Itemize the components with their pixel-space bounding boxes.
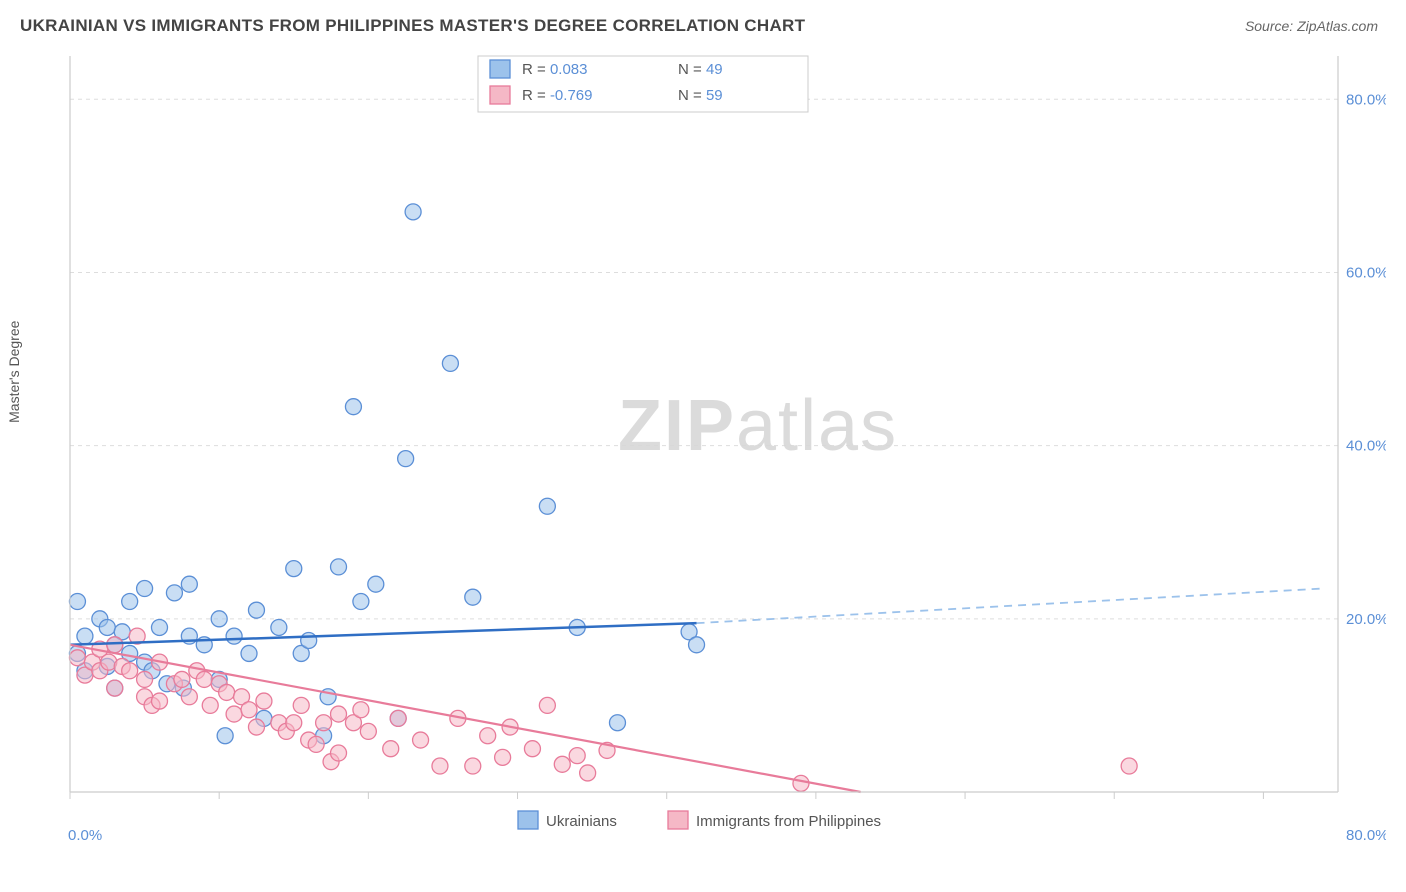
data-point: [353, 702, 369, 718]
legend-swatch: [518, 811, 538, 829]
y-tick-label: 80.0%: [1346, 91, 1386, 108]
legend-swatch: [668, 811, 688, 829]
data-point: [554, 756, 570, 772]
data-point: [465, 758, 481, 774]
data-point: [181, 576, 197, 592]
data-point: [77, 628, 93, 644]
header: UKRAINIAN VS IMMIGRANTS FROM PHILIPPINES…: [0, 0, 1406, 44]
data-point: [331, 706, 347, 722]
data-point: [217, 728, 233, 744]
data-point: [122, 663, 138, 679]
data-point: [226, 628, 242, 644]
y-axis-label: Master's Degree: [6, 321, 22, 423]
data-point: [293, 697, 309, 713]
data-point: [226, 706, 242, 722]
data-point: [689, 637, 705, 653]
data-point: [539, 697, 555, 713]
data-point: [331, 745, 347, 761]
data-point: [152, 693, 168, 709]
data-point: [442, 355, 458, 371]
data-point: [122, 594, 138, 610]
data-point: [107, 637, 123, 653]
data-point: [137, 581, 153, 597]
data-point: [241, 645, 257, 661]
data-point: [211, 611, 227, 627]
data-point: [569, 748, 585, 764]
legend-label: Ukrainians: [546, 813, 617, 830]
chart-title: UKRAINIAN VS IMMIGRANTS FROM PHILIPPINES…: [20, 16, 805, 36]
series-legend: Ukrainians Immigrants from Philippines: [518, 811, 881, 830]
data-point: [345, 399, 361, 415]
watermark-text: ZIPatlas: [618, 386, 898, 466]
data-point: [580, 765, 596, 781]
data-point: [69, 594, 85, 610]
data-point: [432, 758, 448, 774]
data-point: [301, 632, 317, 648]
data-point: [219, 684, 235, 700]
data-point: [308, 736, 324, 752]
data-point: [465, 589, 481, 605]
data-point: [1121, 758, 1137, 774]
data-point: [368, 576, 384, 592]
data-point: [248, 602, 264, 618]
data-point: [137, 671, 153, 687]
x-left-label: 0.0%: [68, 827, 102, 840]
data-point: [181, 689, 197, 705]
data-point: [69, 650, 85, 666]
chart-container: Master's Degree 20.0%40.0%60.0%80.0% ZIP…: [20, 50, 1386, 882]
y-tick-label: 60.0%: [1346, 264, 1386, 281]
trend-line-blue-extrap: [697, 589, 1324, 624]
data-point: [316, 715, 332, 731]
data-point: [405, 204, 421, 220]
legend-swatch: [490, 86, 510, 104]
data-point: [107, 680, 123, 696]
data-point: [383, 741, 399, 757]
data-point: [248, 719, 264, 735]
data-point: [398, 451, 414, 467]
data-point: [539, 498, 555, 514]
x-right-label: 80.0%: [1346, 827, 1386, 840]
data-point: [353, 594, 369, 610]
y-tick-label: 40.0%: [1346, 438, 1386, 455]
data-point: [202, 697, 218, 713]
source-credit: Source: ZipAtlas.com: [1245, 18, 1378, 34]
y-tick-label: 20.0%: [1346, 611, 1386, 628]
legend-swatch: [490, 60, 510, 78]
data-point: [99, 619, 115, 635]
data-point: [271, 619, 287, 635]
data-point: [390, 710, 406, 726]
scatter-plot: 20.0%40.0%60.0%80.0% ZIPatlas 0.0%80.0% …: [58, 50, 1386, 840]
data-point: [524, 741, 540, 757]
data-point: [241, 702, 257, 718]
data-point: [286, 561, 302, 577]
data-point: [495, 749, 511, 765]
data-point: [793, 775, 809, 791]
data-point: [166, 585, 182, 601]
data-point: [360, 723, 376, 739]
data-point: [331, 559, 347, 575]
data-point: [196, 671, 212, 687]
data-point: [609, 715, 625, 731]
data-point: [174, 671, 190, 687]
data-point: [256, 693, 272, 709]
legend-label: Immigrants from Philippines: [696, 813, 881, 830]
data-point: [413, 732, 429, 748]
data-point: [480, 728, 496, 744]
data-point: [286, 715, 302, 731]
data-point: [152, 619, 168, 635]
